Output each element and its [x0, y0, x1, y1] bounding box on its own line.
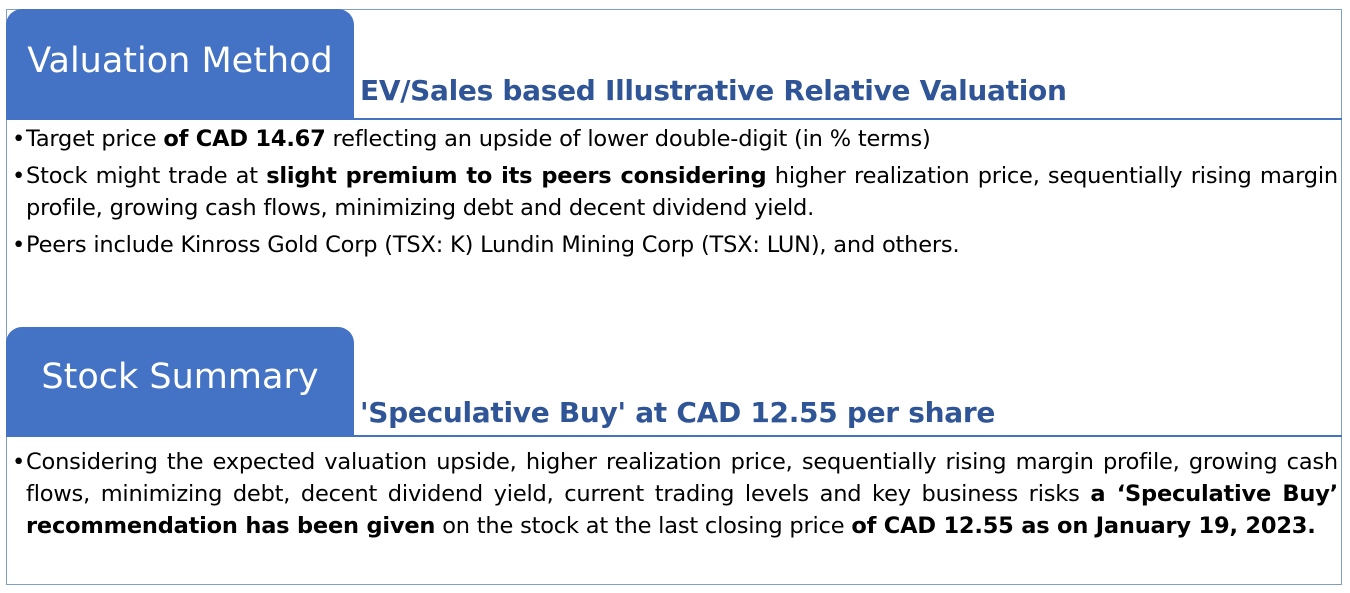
content-frame: [6, 9, 1342, 585]
valuation-divider: [6, 118, 1342, 120]
valuation-heading: EV/Sales based Illustrative Relative Val…: [360, 74, 1067, 107]
valuation-method-tab-label: Valuation Method: [27, 41, 333, 81]
valuation-method-tab: Valuation Method: [6, 9, 354, 119]
valuation-bullet-peers: Peers include Kinross Gold Corp (TSX: K)…: [12, 229, 1338, 261]
stock-summary-divider: [6, 435, 1342, 437]
valuation-bullet-premium: Stock might trade at slight premium to i…: [12, 160, 1338, 224]
valuation-bullet-list: Target price of CAD 14.67 reflecting an …: [12, 123, 1338, 266]
stock-summary-tab-label: Stock Summary: [41, 357, 319, 397]
stock-summary-tab: Stock Summary: [6, 327, 354, 437]
stock-summary-bullet-recommendation: Considering the expected valuation upsid…: [12, 446, 1338, 542]
stock-summary-heading: 'Speculative Buy' at CAD 12.55 per share: [360, 396, 996, 429]
valuation-bullet-target-price: Target price of CAD 14.67 reflecting an …: [12, 123, 1338, 155]
stock-summary-bullet-list: Considering the expected valuation upsid…: [12, 446, 1338, 547]
